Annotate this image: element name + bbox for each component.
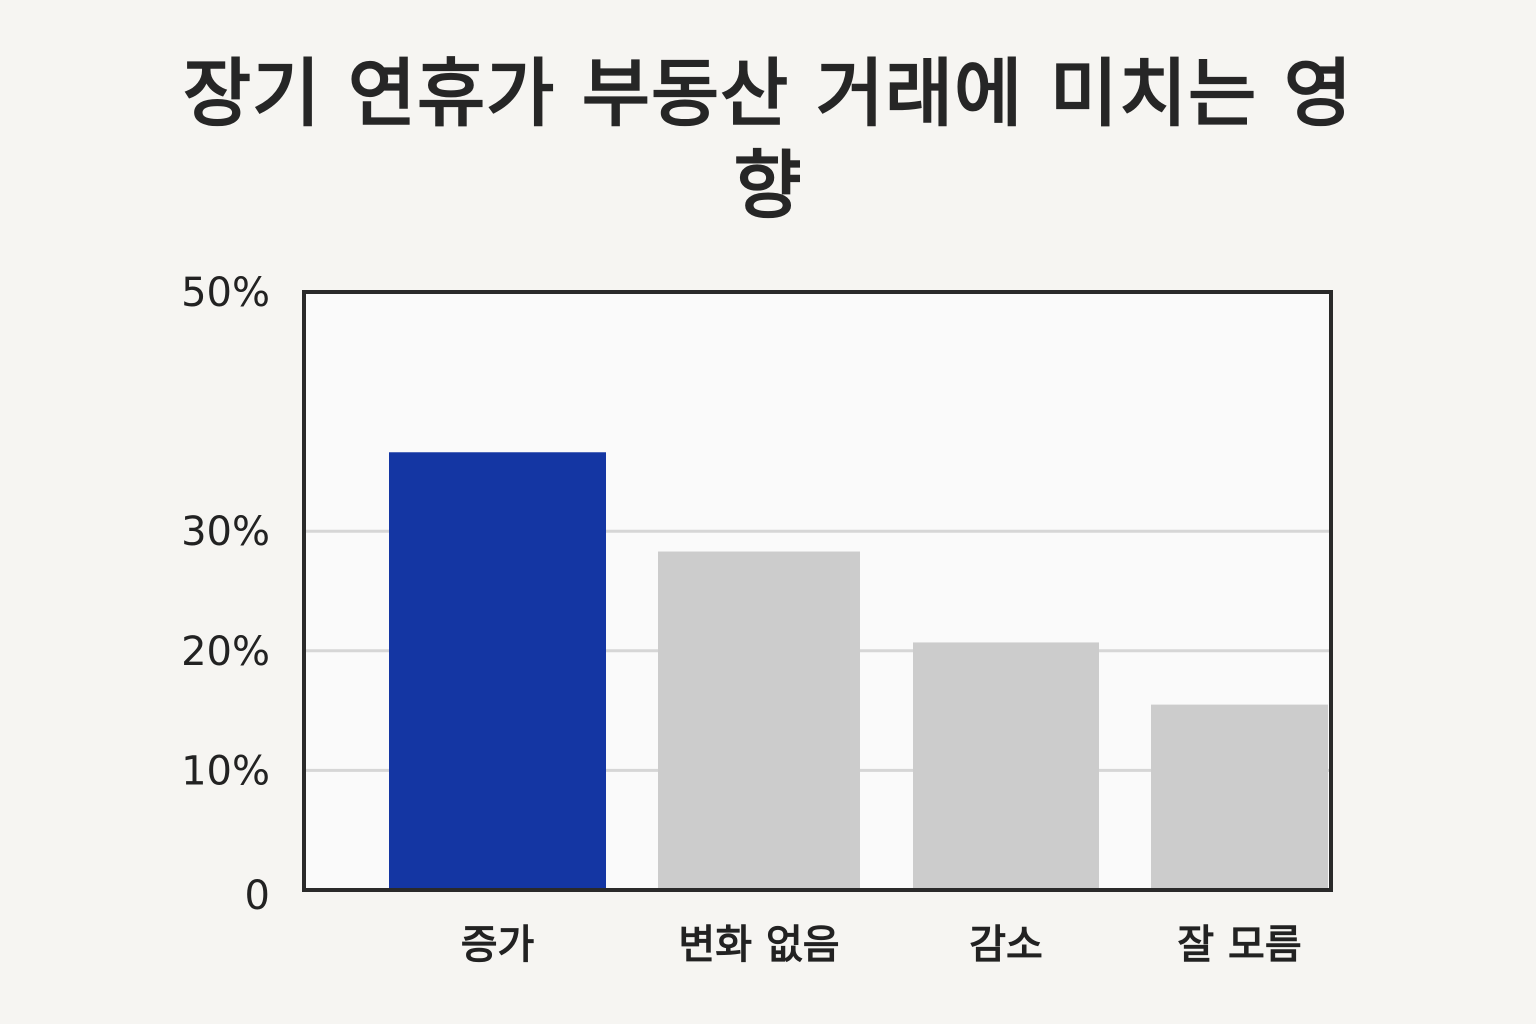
chart-title: 장기 연휴가 부동산 거래에 미치는 영향 [182,51,1353,229]
x-category-label: 변화 없음 [678,922,839,968]
bar-1 [389,452,606,888]
y-tick-label: 50% [181,270,270,316]
x-axis-categories: 증가 변화 없음 감소 잘 모름 [461,922,1302,968]
x-category-label: 감소 [969,922,1043,968]
y-tick-label: 30% [181,509,270,555]
bar-2 [658,551,860,888]
plot-frame [302,290,1333,892]
x-category-label: 잘 모름 [1177,922,1301,968]
bars [389,452,1328,888]
y-tick-label: 0 [245,873,270,919]
x-category-label: 증가 [461,922,535,968]
bar-4 [1151,704,1328,888]
y-axis-ticks: 0 10% 20% 30% 50% [181,270,270,919]
y-tick-label: 10% [181,748,270,794]
bar-3 [913,642,1099,888]
y-tick-label: 20% [181,629,270,675]
